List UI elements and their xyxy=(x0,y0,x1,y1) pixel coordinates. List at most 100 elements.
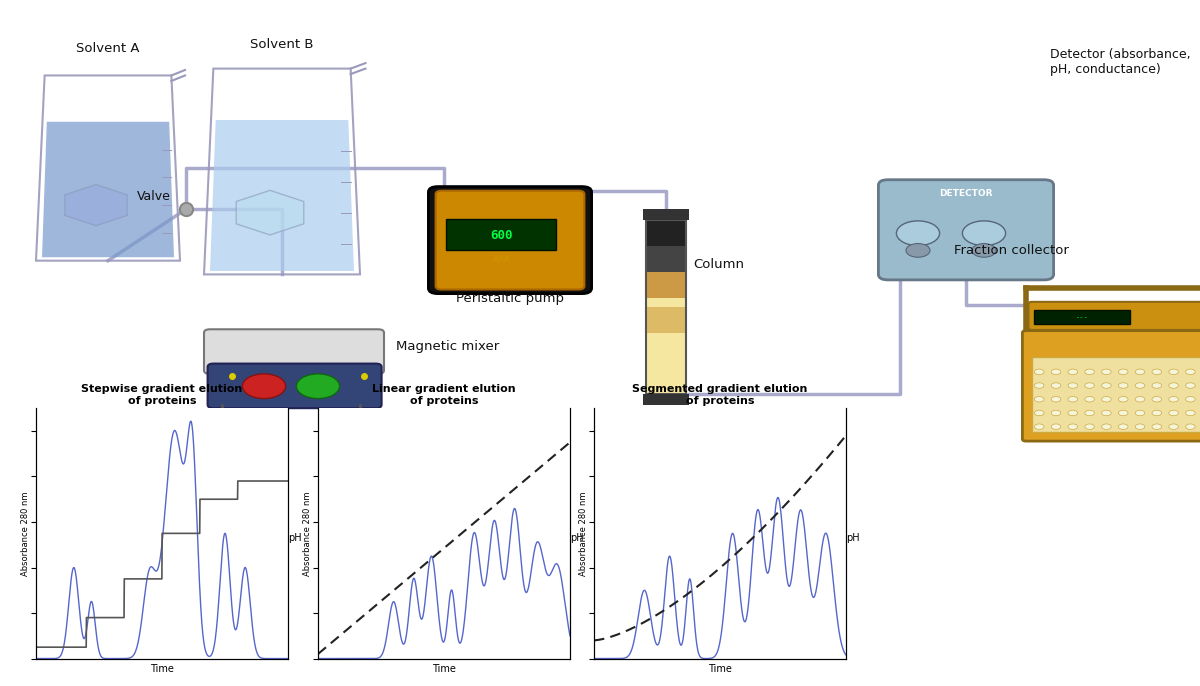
Circle shape xyxy=(1169,424,1178,429)
Circle shape xyxy=(1034,424,1044,429)
Circle shape xyxy=(1034,369,1044,375)
Circle shape xyxy=(1186,410,1195,416)
Circle shape xyxy=(1102,410,1111,416)
FancyBboxPatch shape xyxy=(436,191,584,289)
Text: Valve: Valve xyxy=(137,190,170,202)
Circle shape xyxy=(1085,424,1094,429)
Circle shape xyxy=(1152,383,1162,388)
Circle shape xyxy=(1068,383,1078,388)
Circle shape xyxy=(896,221,940,246)
Circle shape xyxy=(1152,397,1162,402)
Polygon shape xyxy=(42,122,174,257)
Circle shape xyxy=(1051,397,1061,402)
Circle shape xyxy=(972,244,996,257)
Circle shape xyxy=(1102,424,1111,429)
Circle shape xyxy=(296,374,340,399)
Circle shape xyxy=(1186,369,1195,375)
Circle shape xyxy=(1135,397,1145,402)
Y-axis label: pH: pH xyxy=(846,534,859,543)
X-axis label: Time: Time xyxy=(708,664,732,674)
Text: Column: Column xyxy=(694,258,744,270)
Circle shape xyxy=(1051,383,1061,388)
Bar xyxy=(1032,357,1200,432)
Circle shape xyxy=(1085,410,1094,416)
Circle shape xyxy=(1135,369,1145,375)
Circle shape xyxy=(1051,424,1061,429)
Circle shape xyxy=(1169,369,1178,375)
Y-axis label: pH: pH xyxy=(570,534,583,543)
Circle shape xyxy=(1118,369,1128,375)
X-axis label: Time: Time xyxy=(150,664,174,674)
Circle shape xyxy=(1034,410,1044,416)
Bar xyxy=(646,220,686,394)
Title: Segmented gradient elution
of proteins: Segmented gradient elution of proteins xyxy=(632,384,808,406)
Circle shape xyxy=(1118,397,1128,402)
Title: Linear gradient elution
of proteins: Linear gradient elution of proteins xyxy=(372,384,516,406)
Circle shape xyxy=(1186,397,1195,402)
Bar xyxy=(643,209,689,220)
Text: ---: --- xyxy=(1076,314,1088,320)
Text: 600: 600 xyxy=(491,230,512,242)
Circle shape xyxy=(1118,424,1128,429)
Y-axis label: Absorbance 280 nm: Absorbance 280 nm xyxy=(302,491,312,576)
FancyBboxPatch shape xyxy=(878,180,1054,280)
Circle shape xyxy=(1186,424,1195,429)
Circle shape xyxy=(1085,383,1094,388)
Circle shape xyxy=(1102,397,1111,402)
Circle shape xyxy=(1034,397,1044,402)
Circle shape xyxy=(1186,383,1195,388)
Circle shape xyxy=(1068,424,1078,429)
Y-axis label: pH: pH xyxy=(288,534,301,543)
Text: Detector (absorbance,
pH, conductance): Detector (absorbance, pH, conductance) xyxy=(1050,48,1190,75)
Bar xyxy=(643,394,689,405)
Circle shape xyxy=(1118,410,1128,416)
Circle shape xyxy=(1152,369,1162,375)
Circle shape xyxy=(1068,397,1078,402)
Circle shape xyxy=(1135,424,1145,429)
Circle shape xyxy=(1051,410,1061,416)
Circle shape xyxy=(1118,383,1128,388)
Circle shape xyxy=(1135,383,1145,388)
Circle shape xyxy=(1135,410,1145,416)
FancyBboxPatch shape xyxy=(208,364,382,408)
Circle shape xyxy=(1034,383,1044,388)
Circle shape xyxy=(906,244,930,257)
Circle shape xyxy=(1068,369,1078,375)
Text: DETECTOR: DETECTOR xyxy=(940,189,992,198)
Bar xyxy=(646,272,686,298)
Circle shape xyxy=(1102,369,1111,375)
FancyBboxPatch shape xyxy=(204,329,384,374)
Circle shape xyxy=(1085,397,1094,402)
Bar xyxy=(646,307,686,333)
Y-axis label: Absorbance 280 nm: Absorbance 280 nm xyxy=(20,491,30,576)
Circle shape xyxy=(1152,424,1162,429)
Text: AAA: AAA xyxy=(493,255,510,264)
Y-axis label: Absorbance 280 nm: Absorbance 280 nm xyxy=(578,491,588,576)
FancyBboxPatch shape xyxy=(1028,302,1200,330)
Text: Fraction collector: Fraction collector xyxy=(954,244,1069,257)
Text: Magnetic mixer: Magnetic mixer xyxy=(396,340,499,353)
Circle shape xyxy=(1102,383,1111,388)
Bar xyxy=(646,220,686,394)
Text: Peristaltic pump: Peristaltic pump xyxy=(456,292,564,305)
Bar xyxy=(646,220,686,246)
Circle shape xyxy=(242,374,286,399)
Title: Stepwise gradient elution
of proteins: Stepwise gradient elution of proteins xyxy=(82,384,242,406)
FancyBboxPatch shape xyxy=(428,187,592,294)
Circle shape xyxy=(1169,397,1178,402)
Bar xyxy=(646,246,686,272)
Circle shape xyxy=(962,221,1006,246)
Circle shape xyxy=(1152,410,1162,416)
Circle shape xyxy=(1169,383,1178,388)
Circle shape xyxy=(1085,369,1094,375)
Text: Solvent B: Solvent B xyxy=(251,38,313,51)
Circle shape xyxy=(1051,369,1061,375)
Bar xyxy=(1034,310,1130,324)
X-axis label: Time: Time xyxy=(432,664,456,674)
FancyBboxPatch shape xyxy=(446,219,556,250)
Circle shape xyxy=(1169,410,1178,416)
Text: Solvent A: Solvent A xyxy=(77,42,139,54)
Circle shape xyxy=(1068,410,1078,416)
Polygon shape xyxy=(210,120,354,271)
FancyBboxPatch shape xyxy=(1022,331,1200,441)
